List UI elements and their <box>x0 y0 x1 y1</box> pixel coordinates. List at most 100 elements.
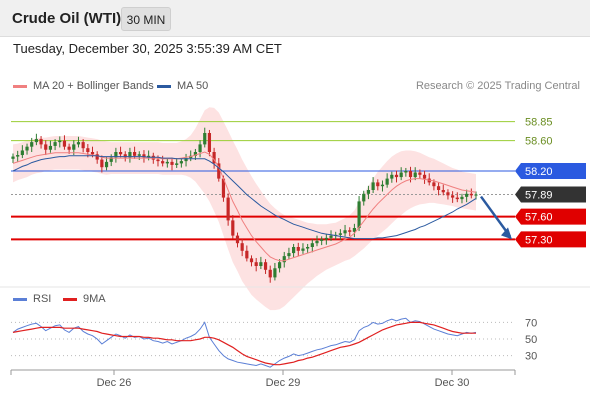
candle-body <box>441 190 445 193</box>
ma9-swatch <box>63 297 77 301</box>
candle-body <box>385 178 389 185</box>
chart-header: Crude Oil (WTI) 30 MIN <box>0 0 590 37</box>
candle-body <box>352 228 357 232</box>
price-tag-support-5 <box>515 231 586 248</box>
candle-body <box>104 161 109 168</box>
candle-body <box>86 148 90 152</box>
candle-body <box>455 197 459 200</box>
candle-body <box>245 250 249 259</box>
candle-body <box>67 146 71 150</box>
rsi-tick-70: 70 <box>525 317 537 329</box>
candle-body <box>142 154 146 158</box>
candle-body <box>380 184 385 187</box>
price-tag-resistance-2 <box>515 163 586 179</box>
candle-body <box>362 193 366 202</box>
candle-body <box>343 230 347 234</box>
rsi-swatch <box>13 297 27 301</box>
candle-body <box>161 161 165 164</box>
candle-body <box>399 172 403 178</box>
candle-body <box>240 243 244 251</box>
legend-rsi: RSI <box>13 293 51 305</box>
candle-body <box>432 182 436 187</box>
candle-body <box>128 152 132 158</box>
candle-body <box>418 172 422 175</box>
candle-body <box>16 155 20 157</box>
candle-body <box>390 174 394 179</box>
candle-body <box>315 240 319 244</box>
price-label-0: 58.85 <box>525 117 553 129</box>
price-tag-support-4 <box>515 208 586 225</box>
candle-body <box>193 152 197 156</box>
legend-rsi-label: RSI <box>33 293 52 305</box>
candle-body <box>198 144 202 152</box>
candle-body <box>357 201 361 228</box>
candle-body <box>460 196 464 200</box>
candle-body <box>287 253 291 257</box>
bollinger-band <box>13 107 476 311</box>
candle-body <box>235 235 240 244</box>
ma50-swatch <box>157 84 171 88</box>
candle-body <box>53 142 57 146</box>
candle-body <box>263 262 268 270</box>
candle-body <box>207 133 212 152</box>
x-tick-label-1: Dec 29 <box>266 377 301 389</box>
candle-body <box>338 233 342 235</box>
ma20-line <box>12 151 477 262</box>
candle-body <box>25 146 29 151</box>
ma50-line <box>12 155 477 240</box>
candle-body <box>81 142 85 149</box>
candle-body <box>231 220 235 236</box>
price-label-2: 58.20 <box>525 166 553 178</box>
candle-body <box>30 142 34 147</box>
price-label-4: 57.60 <box>525 212 553 224</box>
legend-9ma-label: 9MA <box>83 293 106 305</box>
candle-body <box>277 262 282 269</box>
candle-body <box>413 172 417 178</box>
candle-body <box>394 174 399 178</box>
price-label-1: 58.60 <box>525 136 553 148</box>
price-label-5: 57.30 <box>525 234 553 246</box>
rsi-tick-50: 50 <box>525 334 537 346</box>
candle-body <box>320 239 324 241</box>
chart-title: Crude Oil (WTI) <box>12 10 122 27</box>
timeframe-button[interactable]: 30 MIN <box>121 7 171 31</box>
candle-body <box>446 192 450 196</box>
candle-body <box>217 163 221 179</box>
candle-body <box>348 230 352 232</box>
legend-ma50-label: MA 50 <box>177 80 209 92</box>
forecast-arrow-shaft <box>479 195 512 238</box>
candle-body <box>137 154 141 156</box>
candle-body <box>184 158 188 162</box>
candle-body <box>306 247 310 249</box>
candle-body <box>212 152 216 164</box>
candle-body <box>123 154 127 158</box>
candle-body <box>249 258 254 263</box>
candle-body <box>301 248 305 251</box>
candle-body <box>170 161 174 165</box>
candle-body <box>175 163 179 165</box>
candle-body <box>156 159 160 162</box>
price-tag-current-3 <box>515 186 586 203</box>
candle-body <box>436 186 441 190</box>
rsi-line <box>12 317 477 368</box>
candle-body <box>179 161 183 164</box>
candle-body <box>72 144 76 150</box>
candle-body <box>329 235 333 238</box>
legend-9ma: 9MA <box>63 293 106 305</box>
candle-body <box>324 237 328 240</box>
candle-body <box>100 159 104 168</box>
candle-body <box>469 193 473 196</box>
candle-body <box>48 145 53 150</box>
candle-body <box>39 139 43 145</box>
candle-body <box>118 152 123 155</box>
price-label-3: 57.89 <box>525 190 553 202</box>
legend-ma20: MA 20 + Bollinger Bands <box>13 80 154 92</box>
candle-body <box>76 142 81 145</box>
candle-body <box>34 139 38 143</box>
datetime-label: Tuesday, December 30, 2025 3:55:39 AM CE… <box>13 41 282 56</box>
candle-body <box>474 194 478 196</box>
candle-body <box>254 262 258 266</box>
candle-body <box>58 140 62 143</box>
candle-body <box>465 193 469 197</box>
